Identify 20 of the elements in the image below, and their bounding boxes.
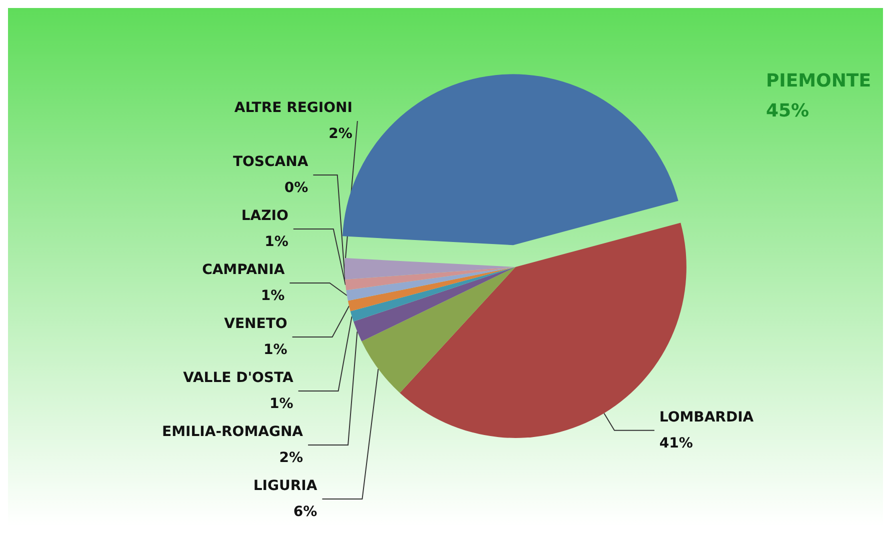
slice-label: LAZIO: [241, 208, 288, 224]
slice-label: ALTRE REGIONI: [234, 100, 352, 116]
data-label: 2%: [328, 126, 352, 142]
slice-label: PIEMONTE: [766, 70, 872, 92]
data-label: 45%: [766, 100, 810, 122]
data-label: 1%: [260, 288, 285, 304]
slice-label: LOMBARDIA: [659, 409, 754, 426]
data-label: 1%: [264, 342, 288, 358]
category-label: TOSCANA: [232, 154, 308, 170]
slice-label: EMILIA-ROMAGNA: [162, 424, 304, 440]
data-label: 2%: [279, 450, 304, 466]
slice-label: VENETO: [224, 316, 288, 332]
data-label: 6%: [293, 504, 318, 520]
slice-label: VALLE D'OSTA: [183, 370, 294, 386]
data-label: 41%: [659, 435, 693, 452]
data-label: 1%: [264, 234, 288, 250]
slice-label: CAMPANIA: [202, 262, 285, 278]
text: 0%: [284, 180, 308, 196]
data-label: 1%: [270, 396, 294, 412]
slice-label: LIGURIA: [253, 478, 318, 494]
